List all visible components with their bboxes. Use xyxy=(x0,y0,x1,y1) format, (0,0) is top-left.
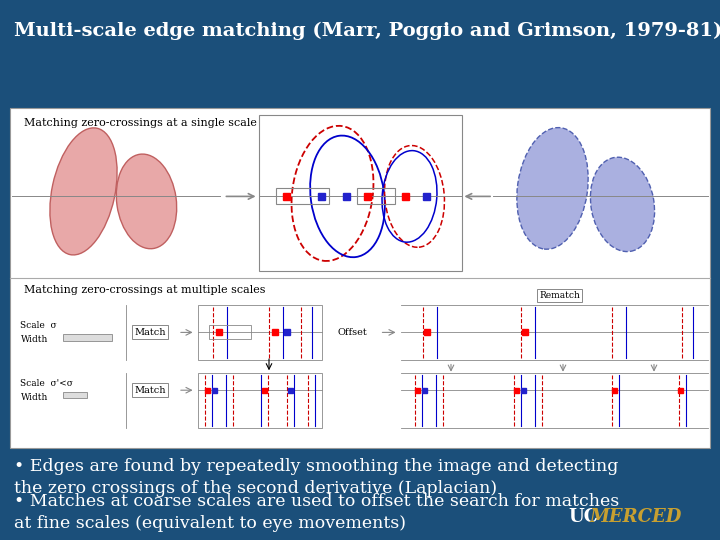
Bar xyxy=(522,329,528,335)
Text: Match: Match xyxy=(134,328,166,337)
Text: MERCED: MERCED xyxy=(590,508,683,526)
Ellipse shape xyxy=(117,154,176,249)
Text: UC: UC xyxy=(568,508,598,526)
Bar xyxy=(422,388,427,393)
Bar xyxy=(423,193,430,200)
Bar xyxy=(424,329,431,335)
Bar xyxy=(415,388,420,393)
Bar xyxy=(276,188,328,205)
Bar xyxy=(215,329,222,335)
Text: Matching zero-crossings at a single scale: Matching zero-crossings at a single scal… xyxy=(24,118,257,128)
Bar xyxy=(197,373,322,428)
Text: Scale  σ: Scale σ xyxy=(20,321,57,330)
Bar xyxy=(261,388,266,393)
Bar xyxy=(212,388,217,393)
Text: Width: Width xyxy=(20,393,48,402)
Bar xyxy=(284,329,289,335)
Bar xyxy=(10,108,710,448)
Bar xyxy=(210,326,251,340)
Bar xyxy=(63,392,87,398)
Text: Offset: Offset xyxy=(338,328,367,337)
Bar xyxy=(514,388,519,393)
Text: Rematch: Rematch xyxy=(539,291,580,300)
Text: Width: Width xyxy=(20,335,48,344)
Text: • Edges are found by repeatedly smoothing the image and detecting
the zero cross: • Edges are found by repeatedly smoothin… xyxy=(14,458,618,497)
Bar xyxy=(283,193,290,200)
Bar xyxy=(678,388,683,393)
Text: • Matches at coarse scales are used to offset the search for matches
at fine sca: • Matches at coarse scales are used to o… xyxy=(14,493,619,531)
Bar xyxy=(63,334,112,341)
Bar xyxy=(197,305,322,360)
Text: Scale  σ'<σ: Scale σ'<σ xyxy=(20,379,73,388)
Bar xyxy=(402,193,409,200)
Bar xyxy=(356,188,395,205)
Bar xyxy=(612,388,617,393)
Bar xyxy=(287,388,292,393)
Bar xyxy=(343,193,349,200)
Text: Matching zero-crossings at multiple scales: Matching zero-crossings at multiple scal… xyxy=(24,285,266,295)
Ellipse shape xyxy=(590,157,654,252)
Bar xyxy=(271,329,278,335)
Text: Multi-scale edge matching (Marr, Poggio and Grimson, 1979-81): Multi-scale edge matching (Marr, Poggio … xyxy=(14,22,720,40)
Ellipse shape xyxy=(50,128,117,255)
Bar xyxy=(521,388,526,393)
Text: Match: Match xyxy=(134,386,166,395)
Bar xyxy=(364,193,371,200)
Bar xyxy=(258,115,462,271)
Bar xyxy=(205,388,210,393)
Bar xyxy=(318,193,325,200)
Ellipse shape xyxy=(517,127,588,249)
